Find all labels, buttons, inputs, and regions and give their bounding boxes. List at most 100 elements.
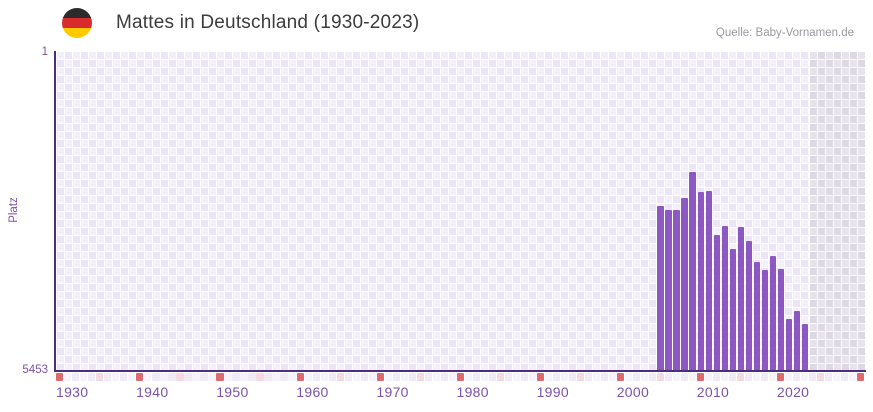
year-cell-1974 xyxy=(408,373,416,381)
year-cell-1990 xyxy=(536,373,544,381)
x-tick-2000: 2000 xyxy=(616,384,650,400)
bar-2012[interactable] xyxy=(713,235,721,370)
year-cell-1965 xyxy=(336,373,344,381)
bar-2011[interactable] xyxy=(705,191,713,370)
year-cell-1978 xyxy=(440,373,448,381)
year-cell-2023 xyxy=(801,373,809,381)
year-cell-2017 xyxy=(753,373,761,381)
year-cell-1996 xyxy=(584,373,593,381)
bar-2020[interactable] xyxy=(777,268,785,370)
year-cell-1939 xyxy=(128,373,136,381)
year-cell-1950 xyxy=(216,373,224,381)
year-cell-1962 xyxy=(312,373,320,381)
bar-2013[interactable] xyxy=(721,225,729,370)
year-cell-1948 xyxy=(200,373,208,381)
year-cell-1943 xyxy=(160,373,168,381)
year-cell-1961 xyxy=(304,373,312,381)
y-tick-1: 1 xyxy=(41,46,48,58)
year-cell-1942 xyxy=(152,373,160,381)
bar-2015[interactable] xyxy=(737,226,745,370)
bar-2021[interactable] xyxy=(785,319,793,370)
year-cell-1940 xyxy=(136,373,144,381)
x-tick-1990: 1990 xyxy=(536,384,569,400)
year-cell-1984 xyxy=(488,373,496,381)
y-axis-line xyxy=(54,51,56,372)
year-cell-2009 xyxy=(688,373,697,381)
year-cell-1964 xyxy=(328,373,336,381)
bar-2007[interactable] xyxy=(673,210,681,370)
year-cell-2021 xyxy=(785,373,793,381)
year-cell-2016 xyxy=(745,373,753,381)
year-cell-1936 xyxy=(104,373,112,381)
year-cell-1968 xyxy=(360,373,368,381)
y-axis-title: Platz xyxy=(8,197,20,223)
year-cell-1941 xyxy=(144,373,152,381)
year-cell-2015 xyxy=(737,373,745,381)
source-attribution: Quelle: Baby-Vornamen.de xyxy=(715,27,854,39)
year-cell-1956 xyxy=(264,373,272,381)
year-cell-2012 xyxy=(713,373,721,381)
x-tick-2010: 2010 xyxy=(696,384,730,400)
year-cell-2029 xyxy=(849,373,857,381)
year-cell-1993 xyxy=(560,373,569,381)
plot-background-future-region xyxy=(809,51,866,370)
year-cell-1949 xyxy=(208,373,216,381)
year-cell-1935 xyxy=(96,373,104,381)
bar-2022[interactable] xyxy=(793,310,801,370)
year-cell-1985 xyxy=(496,373,504,381)
year-cell-2011 xyxy=(705,373,713,381)
bar-2019[interactable] xyxy=(769,255,777,370)
bar-2017[interactable] xyxy=(753,261,761,370)
year-cell-1992 xyxy=(552,373,560,381)
year-cell-2018 xyxy=(761,373,769,381)
x-tick-1940: 1940 xyxy=(136,384,169,400)
german-flag-icon xyxy=(62,8,92,38)
year-cell-1971 xyxy=(384,373,392,381)
year-cell-2028 xyxy=(841,373,849,381)
year-cell-1986 xyxy=(504,373,512,381)
year-cell-2020 xyxy=(777,373,785,381)
year-cell-1999 xyxy=(608,373,617,381)
year-cell-1937 xyxy=(112,373,120,381)
year-cell-2030 xyxy=(857,373,865,381)
year-cell-1934 xyxy=(88,373,96,381)
year-cell-1957 xyxy=(272,373,280,381)
year-cell-1963 xyxy=(320,373,328,381)
x-tick-1950: 1950 xyxy=(216,384,249,400)
bar-2010[interactable] xyxy=(697,191,705,370)
year-cell-1991 xyxy=(544,373,552,381)
year-cell-2014 xyxy=(729,373,737,381)
year-cell-1980 xyxy=(456,373,464,381)
year-cell-1959 xyxy=(288,373,296,381)
bar-2018[interactable] xyxy=(761,269,769,370)
year-cell-1938 xyxy=(120,373,128,381)
year-cell-1994 xyxy=(568,373,577,381)
year-cell-1931 xyxy=(64,373,72,381)
year-cell-1981 xyxy=(464,373,472,381)
year-cell-1982 xyxy=(472,373,480,381)
year-cell-2022 xyxy=(793,373,801,381)
bar-2008[interactable] xyxy=(681,198,689,370)
year-cell-2004 xyxy=(648,373,657,381)
bar-2005[interactable] xyxy=(657,205,665,370)
bar-2016[interactable] xyxy=(745,240,753,370)
bar-2006[interactable] xyxy=(665,210,673,370)
year-cell-2002 xyxy=(632,373,641,381)
year-cell-2010 xyxy=(697,373,705,381)
bar-2014[interactable] xyxy=(729,249,737,370)
year-cell-1979 xyxy=(448,373,456,381)
x-tick-1960: 1960 xyxy=(296,384,329,400)
year-cell-1945 xyxy=(176,373,184,381)
year-cell-1988 xyxy=(520,373,528,381)
year-cell-1975 xyxy=(416,373,424,381)
year-cell-1970 xyxy=(376,373,384,381)
x-tick-1930: 1930 xyxy=(56,384,89,400)
bar-2009[interactable] xyxy=(689,171,697,370)
plot-background-data-region xyxy=(56,51,809,370)
year-cell-1967 xyxy=(352,373,360,381)
bar-2023[interactable] xyxy=(801,324,809,370)
year-cell-2008 xyxy=(680,373,689,381)
year-cell-1976 xyxy=(424,373,432,381)
year-cell-2005 xyxy=(656,373,665,381)
